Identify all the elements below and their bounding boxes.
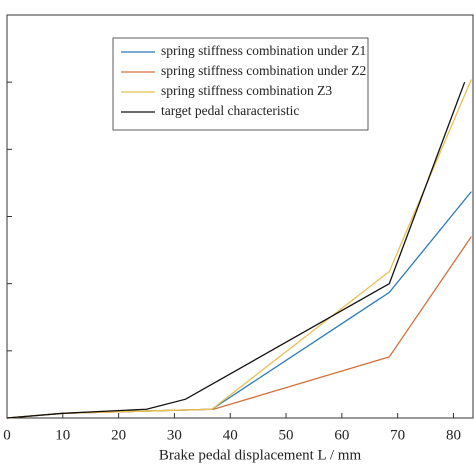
x-tick-label: 20 xyxy=(111,427,126,443)
legend-label: target pedal characteristic xyxy=(161,103,299,118)
series-line xyxy=(6,191,472,419)
legend-label: spring stiffness combination under Z1 xyxy=(161,43,366,58)
legend-label: spring stiffness combination under Z2 xyxy=(161,63,366,78)
legend: spring stiffness combination under Z1 spr… xyxy=(112,37,369,131)
x-tick-label: 80 xyxy=(446,427,461,443)
x-tick-label: 60 xyxy=(334,427,349,443)
x-tick-label: 50 xyxy=(279,427,294,443)
legend-label: spring stiffness combination Z3 xyxy=(161,83,332,98)
x-tick-label: 30 xyxy=(167,427,182,443)
x-tick-label: 10 xyxy=(55,427,70,443)
legend-box xyxy=(112,37,369,131)
x-tick-label: 0 xyxy=(3,427,11,443)
series-line xyxy=(6,81,466,419)
x-tick-label: 70 xyxy=(390,427,405,443)
x-tick-label: 40 xyxy=(223,427,238,443)
x-axis-label: Brake pedal displacement L / mm xyxy=(159,447,362,463)
